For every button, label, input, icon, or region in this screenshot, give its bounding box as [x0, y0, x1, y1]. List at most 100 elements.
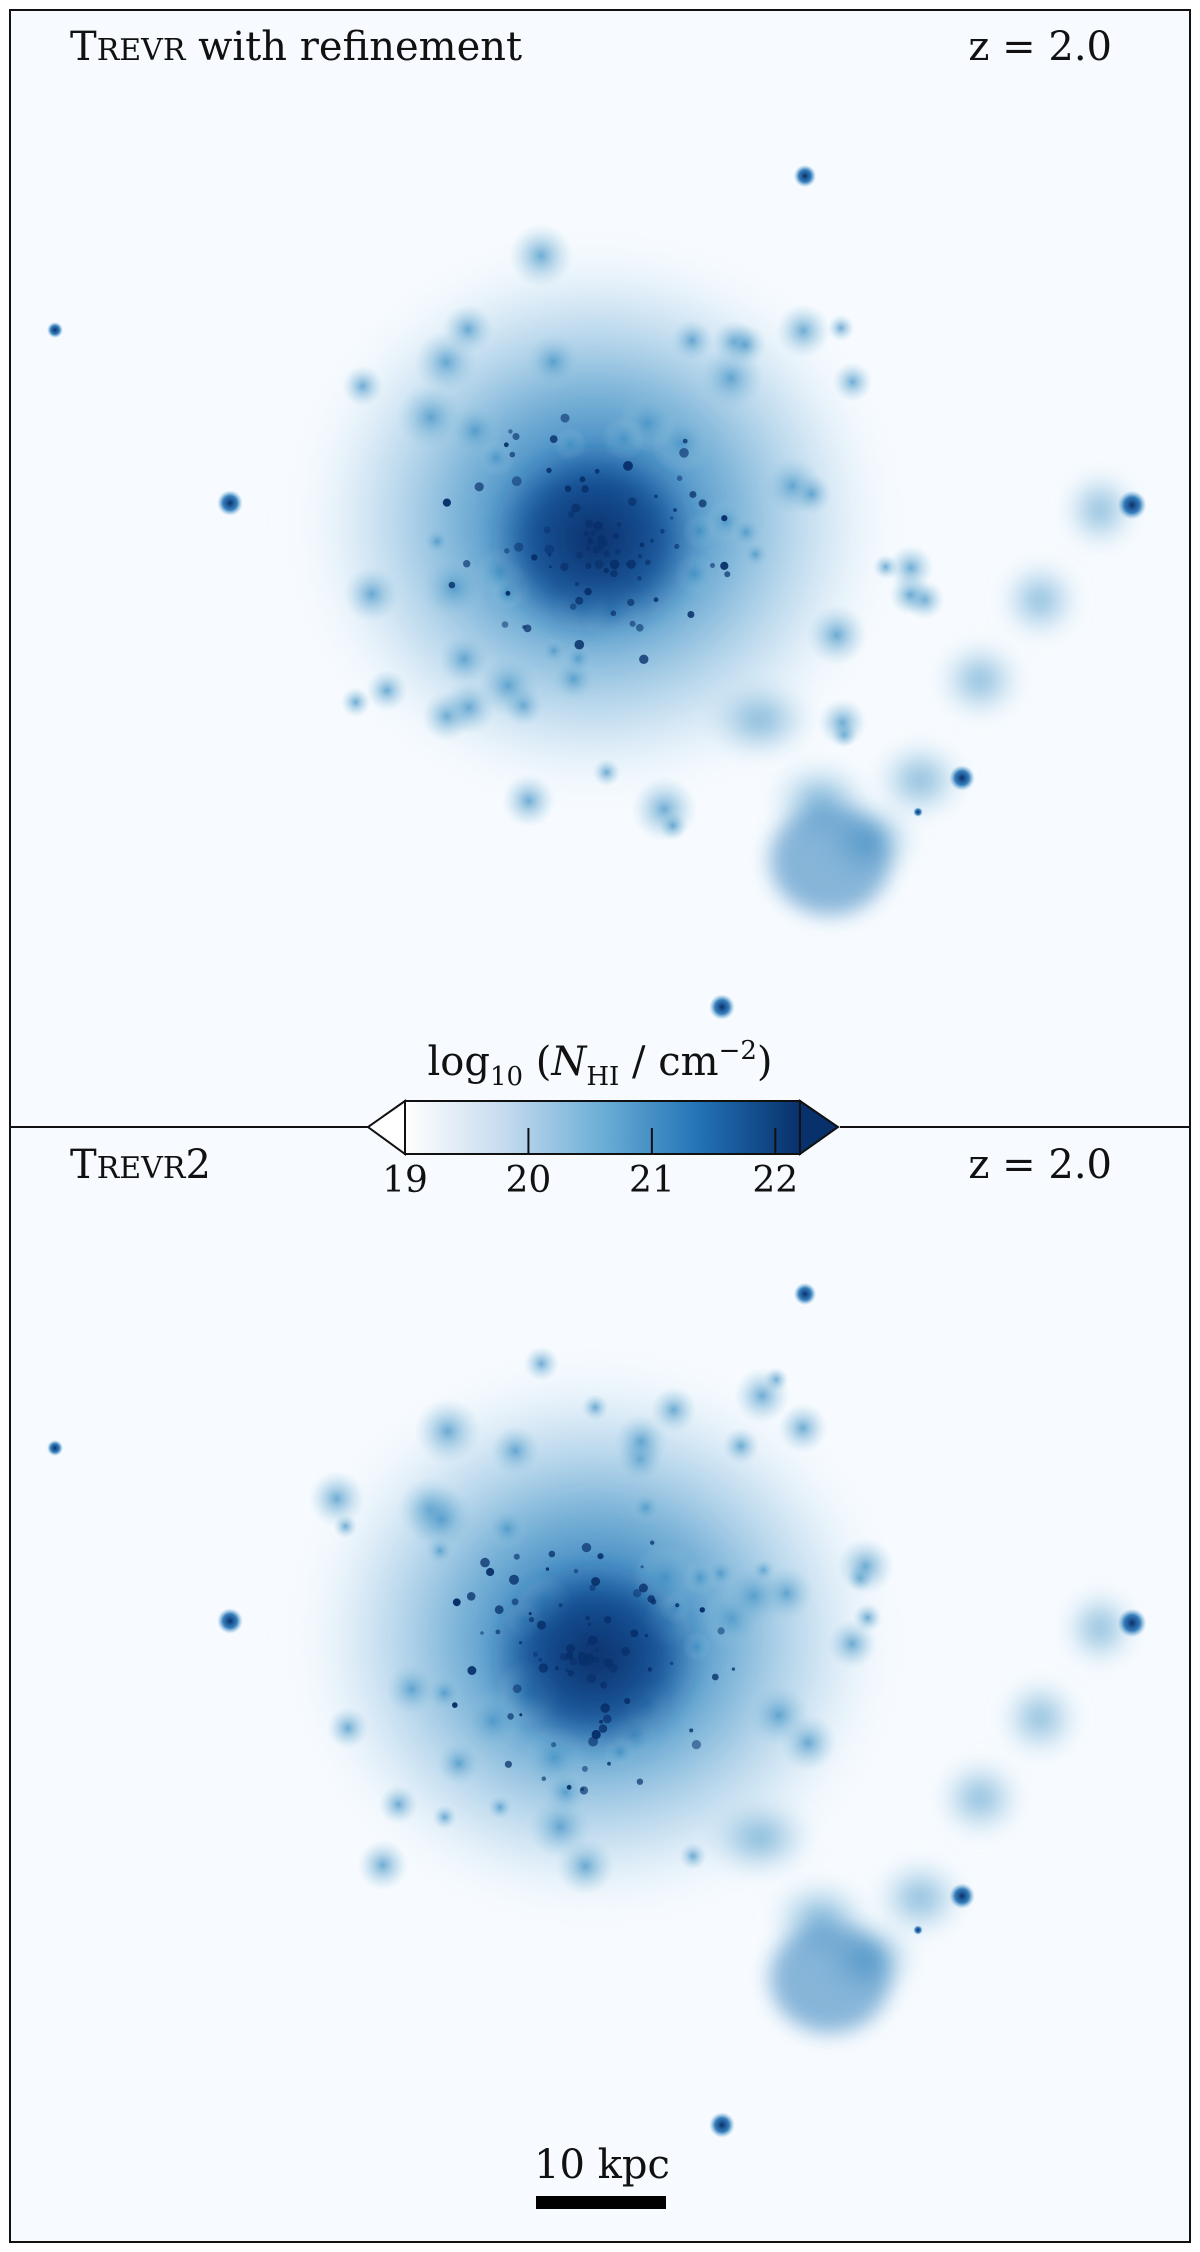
dense-knot	[624, 1697, 631, 1705]
gas-clump	[614, 1414, 668, 1468]
dense-knot	[504, 548, 510, 554]
dense-knot	[551, 1742, 557, 1748]
dense-knot	[610, 569, 618, 578]
gas-clump	[827, 314, 855, 342]
dense-knot	[584, 587, 592, 596]
dense-knot	[509, 1574, 519, 1585]
dense-knot	[724, 571, 731, 578]
compact-source	[949, 1883, 975, 1909]
dense-knot	[609, 559, 620, 570]
dense-knot	[647, 1595, 655, 1603]
dense-knot	[574, 581, 580, 587]
scale-bar: 10 kpc	[534, 2142, 670, 2209]
dense-knot	[575, 596, 584, 605]
compact-source	[709, 994, 735, 1020]
gas-clump	[477, 655, 540, 717]
scale-bar-line	[536, 2196, 666, 2209]
gas-clump	[832, 361, 873, 402]
gas-clump	[592, 758, 621, 787]
colorbar-tick-label: 22	[752, 1160, 798, 1201]
gas-clump	[526, 334, 581, 389]
dense-knot	[644, 559, 651, 566]
dense-knot	[564, 485, 570, 491]
dense-knot	[494, 1605, 504, 1615]
colorbar-tick-label: 20	[506, 1160, 552, 1201]
dense-knot	[653, 597, 659, 603]
dense-knot	[548, 553, 552, 557]
dense-knot	[689, 1728, 694, 1733]
gas-clump	[790, 473, 833, 515]
gas-clump	[729, 516, 762, 549]
dense-knot	[543, 526, 551, 534]
dense-knot	[699, 1607, 705, 1613]
dense-knot	[589, 1584, 596, 1592]
gas-clump	[658, 811, 688, 840]
dense-knot	[687, 611, 695, 618]
gas-clump	[722, 1427, 760, 1465]
gas-clump	[414, 1397, 482, 1465]
dense-knot	[571, 503, 581, 513]
column-density-map-top	[47, 164, 1147, 1020]
dense-knot	[513, 1553, 520, 1560]
dense-knot	[511, 476, 522, 487]
gas-clump	[447, 403, 503, 459]
dense-knot	[698, 499, 707, 508]
dense-knot	[503, 442, 509, 448]
dense-knot	[486, 1567, 495, 1577]
dense-knot	[660, 529, 665, 534]
gas-clump	[562, 642, 594, 675]
dense-knot	[679, 448, 689, 458]
gas-clump	[342, 365, 384, 407]
dense-knot	[636, 1778, 644, 1785]
dense-knot	[597, 538, 607, 548]
dense-knot	[514, 542, 524, 552]
dense-knot	[593, 1656, 600, 1663]
gas-clump	[486, 1507, 529, 1550]
dense-knot	[675, 1603, 680, 1608]
gas-clump	[806, 604, 868, 666]
gas-clump	[508, 223, 574, 288]
dense-knot	[480, 1557, 490, 1568]
dense-knot	[669, 1661, 674, 1666]
dense-knot	[504, 1760, 512, 1768]
dense-knot	[599, 547, 603, 551]
gas-clump	[542, 1769, 589, 1815]
dense-knot	[711, 1673, 719, 1681]
gas-clump	[487, 1795, 513, 1820]
panel-top-redshift: z = 2.0	[968, 24, 1112, 70]
dense-knot	[585, 562, 592, 570]
gas-clump	[327, 1707, 369, 1749]
gas-clump	[887, 544, 935, 591]
gas-clump	[698, 345, 764, 411]
colorbar-gradient	[405, 1101, 800, 1154]
dense-knot	[602, 1714, 612, 1724]
dense-knot	[538, 1663, 549, 1673]
dense-knot	[538, 1657, 543, 1662]
gas-clump	[670, 319, 714, 362]
dense-knot	[528, 1612, 532, 1616]
stream-blob	[705, 680, 815, 760]
dense-knot	[638, 554, 643, 559]
dense-knot	[647, 1667, 652, 1672]
dense-knot	[531, 554, 538, 561]
dense-knot	[599, 1719, 603, 1724]
colorbar-ticks: 19 20 21 22	[382, 1128, 798, 1201]
gas-clump	[742, 541, 769, 568]
dense-knot	[588, 1622, 592, 1626]
gas-clump	[523, 1345, 560, 1382]
panel-bottom-redshift: z = 2.0	[968, 1142, 1112, 1188]
dense-knot	[603, 550, 610, 557]
compact-source	[47, 322, 63, 338]
dense-knot	[508, 429, 513, 434]
dense-knot	[474, 482, 484, 492]
stream-blob	[874, 740, 966, 820]
dense-knot	[628, 497, 637, 507]
dense-knot	[480, 1631, 484, 1635]
stream-blob	[1063, 470, 1137, 550]
gas-clump	[340, 687, 371, 718]
panel-top: TREVR with refinement z = 2.0	[9, 9, 1191, 1128]
compact-source	[949, 765, 975, 791]
dense-knot	[452, 1598, 461, 1607]
gas-clump	[423, 527, 451, 555]
